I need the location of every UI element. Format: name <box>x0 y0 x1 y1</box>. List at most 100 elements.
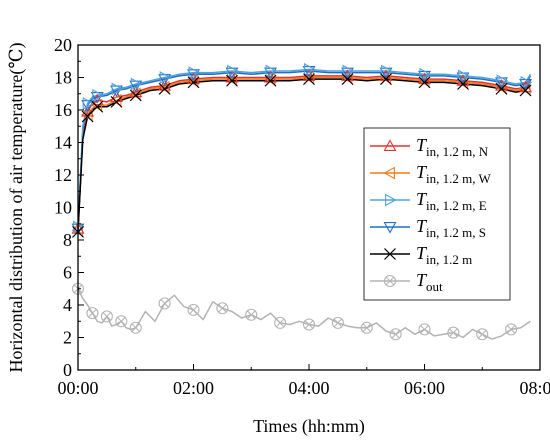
data-point <box>264 70 277 83</box>
marker-stroke <box>226 74 238 87</box>
marker-stroke <box>304 320 314 329</box>
data-point <box>245 308 258 321</box>
legend-swatch-marker <box>383 274 397 288</box>
data-point <box>418 323 431 336</box>
data-point <box>341 73 354 86</box>
legend-label-main: T <box>416 189 428 209</box>
marker-stroke <box>420 325 429 334</box>
data-point <box>419 67 432 81</box>
data-point <box>111 82 124 96</box>
legend-box <box>363 127 511 301</box>
marker-stroke <box>519 84 532 97</box>
data-point <box>225 70 239 83</box>
y-axis-title: Horizontal distribution of air temperatu… <box>6 42 27 372</box>
marker-ring <box>476 328 489 341</box>
data-point <box>158 78 172 91</box>
data-point <box>187 76 200 89</box>
marker-stroke <box>218 304 227 313</box>
data-point <box>92 88 104 102</box>
data-point <box>418 76 431 89</box>
y-tick-label: 2 <box>63 328 72 348</box>
legend-label: Tin, 1.2 m <box>416 243 472 267</box>
legend-label-sub: in, 1.2 m, N <box>426 144 489 159</box>
data-point <box>264 74 277 87</box>
marker-stroke <box>478 330 487 339</box>
marker-ring <box>389 328 402 341</box>
marker-stroke <box>187 76 200 89</box>
data-point <box>188 66 201 80</box>
data-point <box>458 69 470 83</box>
plot-lines <box>77 68 532 340</box>
marker-stroke <box>506 325 516 334</box>
marker-stroke <box>189 305 198 315</box>
data-point <box>381 64 393 78</box>
tick-labels: 00:00 02:00 04:00 06:00 08:00 0 2 4 6 8 10 12 14 16 18… <box>54 35 550 398</box>
data-point <box>342 64 355 78</box>
x-tick-label: 00:00 <box>57 378 98 398</box>
marker-ring <box>129 321 142 334</box>
data-point <box>519 84 532 97</box>
legend-label: Tin, 1.2 m, W <box>416 162 492 186</box>
y-tick-label: 12 <box>54 165 72 185</box>
legend-swatch-marker <box>384 248 396 260</box>
marker-stroke <box>264 74 277 87</box>
legend-swatch-marker <box>383 222 397 234</box>
data-point <box>505 323 518 336</box>
legend-label: Tin, 1.2 m, N <box>416 135 489 159</box>
legend-label: Tout <box>416 270 443 294</box>
data-point <box>82 97 95 110</box>
y-tick-label: 6 <box>63 263 72 283</box>
series-line-2 <box>77 68 532 228</box>
legend-label: Tin, 1.2 m, S <box>416 216 486 240</box>
data-point <box>331 316 344 329</box>
data-point <box>360 321 373 334</box>
data-point <box>91 100 104 113</box>
marker-ring <box>274 316 287 329</box>
y-tick-label: 4 <box>63 295 72 315</box>
axis-ticks <box>77 44 541 371</box>
marker-stroke <box>275 318 285 328</box>
legend-label-sub: in, 1.2 m, E <box>426 198 487 213</box>
y-tick-label: 14 <box>54 133 72 153</box>
legend-label-main: T <box>416 162 428 182</box>
data-point <box>158 297 171 310</box>
x-tick-label: 02:00 <box>173 378 214 398</box>
data-point <box>187 72 200 85</box>
data-point <box>476 328 489 341</box>
marker-ring <box>331 316 344 329</box>
data-point <box>389 328 402 341</box>
x-axis-title: Times (hh:mm) <box>253 416 365 437</box>
legend-label-sub: in, 1.2 m <box>426 252 472 267</box>
marker-stroke <box>91 100 104 113</box>
data-point <box>226 74 238 87</box>
y-tick-label: 8 <box>63 230 72 250</box>
data-point <box>86 307 99 320</box>
marker-ring <box>418 323 431 336</box>
data-point <box>130 77 143 91</box>
legend-label-main: T <box>416 270 428 290</box>
legend-label-main: T <box>416 135 428 155</box>
marker-ring <box>383 274 397 288</box>
data-point <box>380 73 392 86</box>
data-point <box>447 326 460 339</box>
plot-markers <box>71 62 533 341</box>
marker-ring <box>158 297 171 310</box>
marker-ring <box>216 302 229 315</box>
marker-ring <box>505 323 518 336</box>
x-tick-label: 06:00 <box>404 378 445 398</box>
marker-stroke <box>457 78 469 90</box>
marker-ring <box>360 321 373 334</box>
marker-stroke <box>391 330 400 339</box>
marker-ring <box>115 315 128 328</box>
marker-stroke <box>160 299 169 308</box>
data-point <box>302 69 316 81</box>
marker-ring <box>245 308 258 321</box>
marker-stroke <box>158 82 171 95</box>
marker-stroke <box>102 312 112 321</box>
data-point <box>110 95 123 108</box>
data-point <box>265 64 278 78</box>
data-point <box>496 74 509 88</box>
legend-label: Tin, 1.2 m, E <box>416 189 487 213</box>
data-point <box>129 321 142 334</box>
